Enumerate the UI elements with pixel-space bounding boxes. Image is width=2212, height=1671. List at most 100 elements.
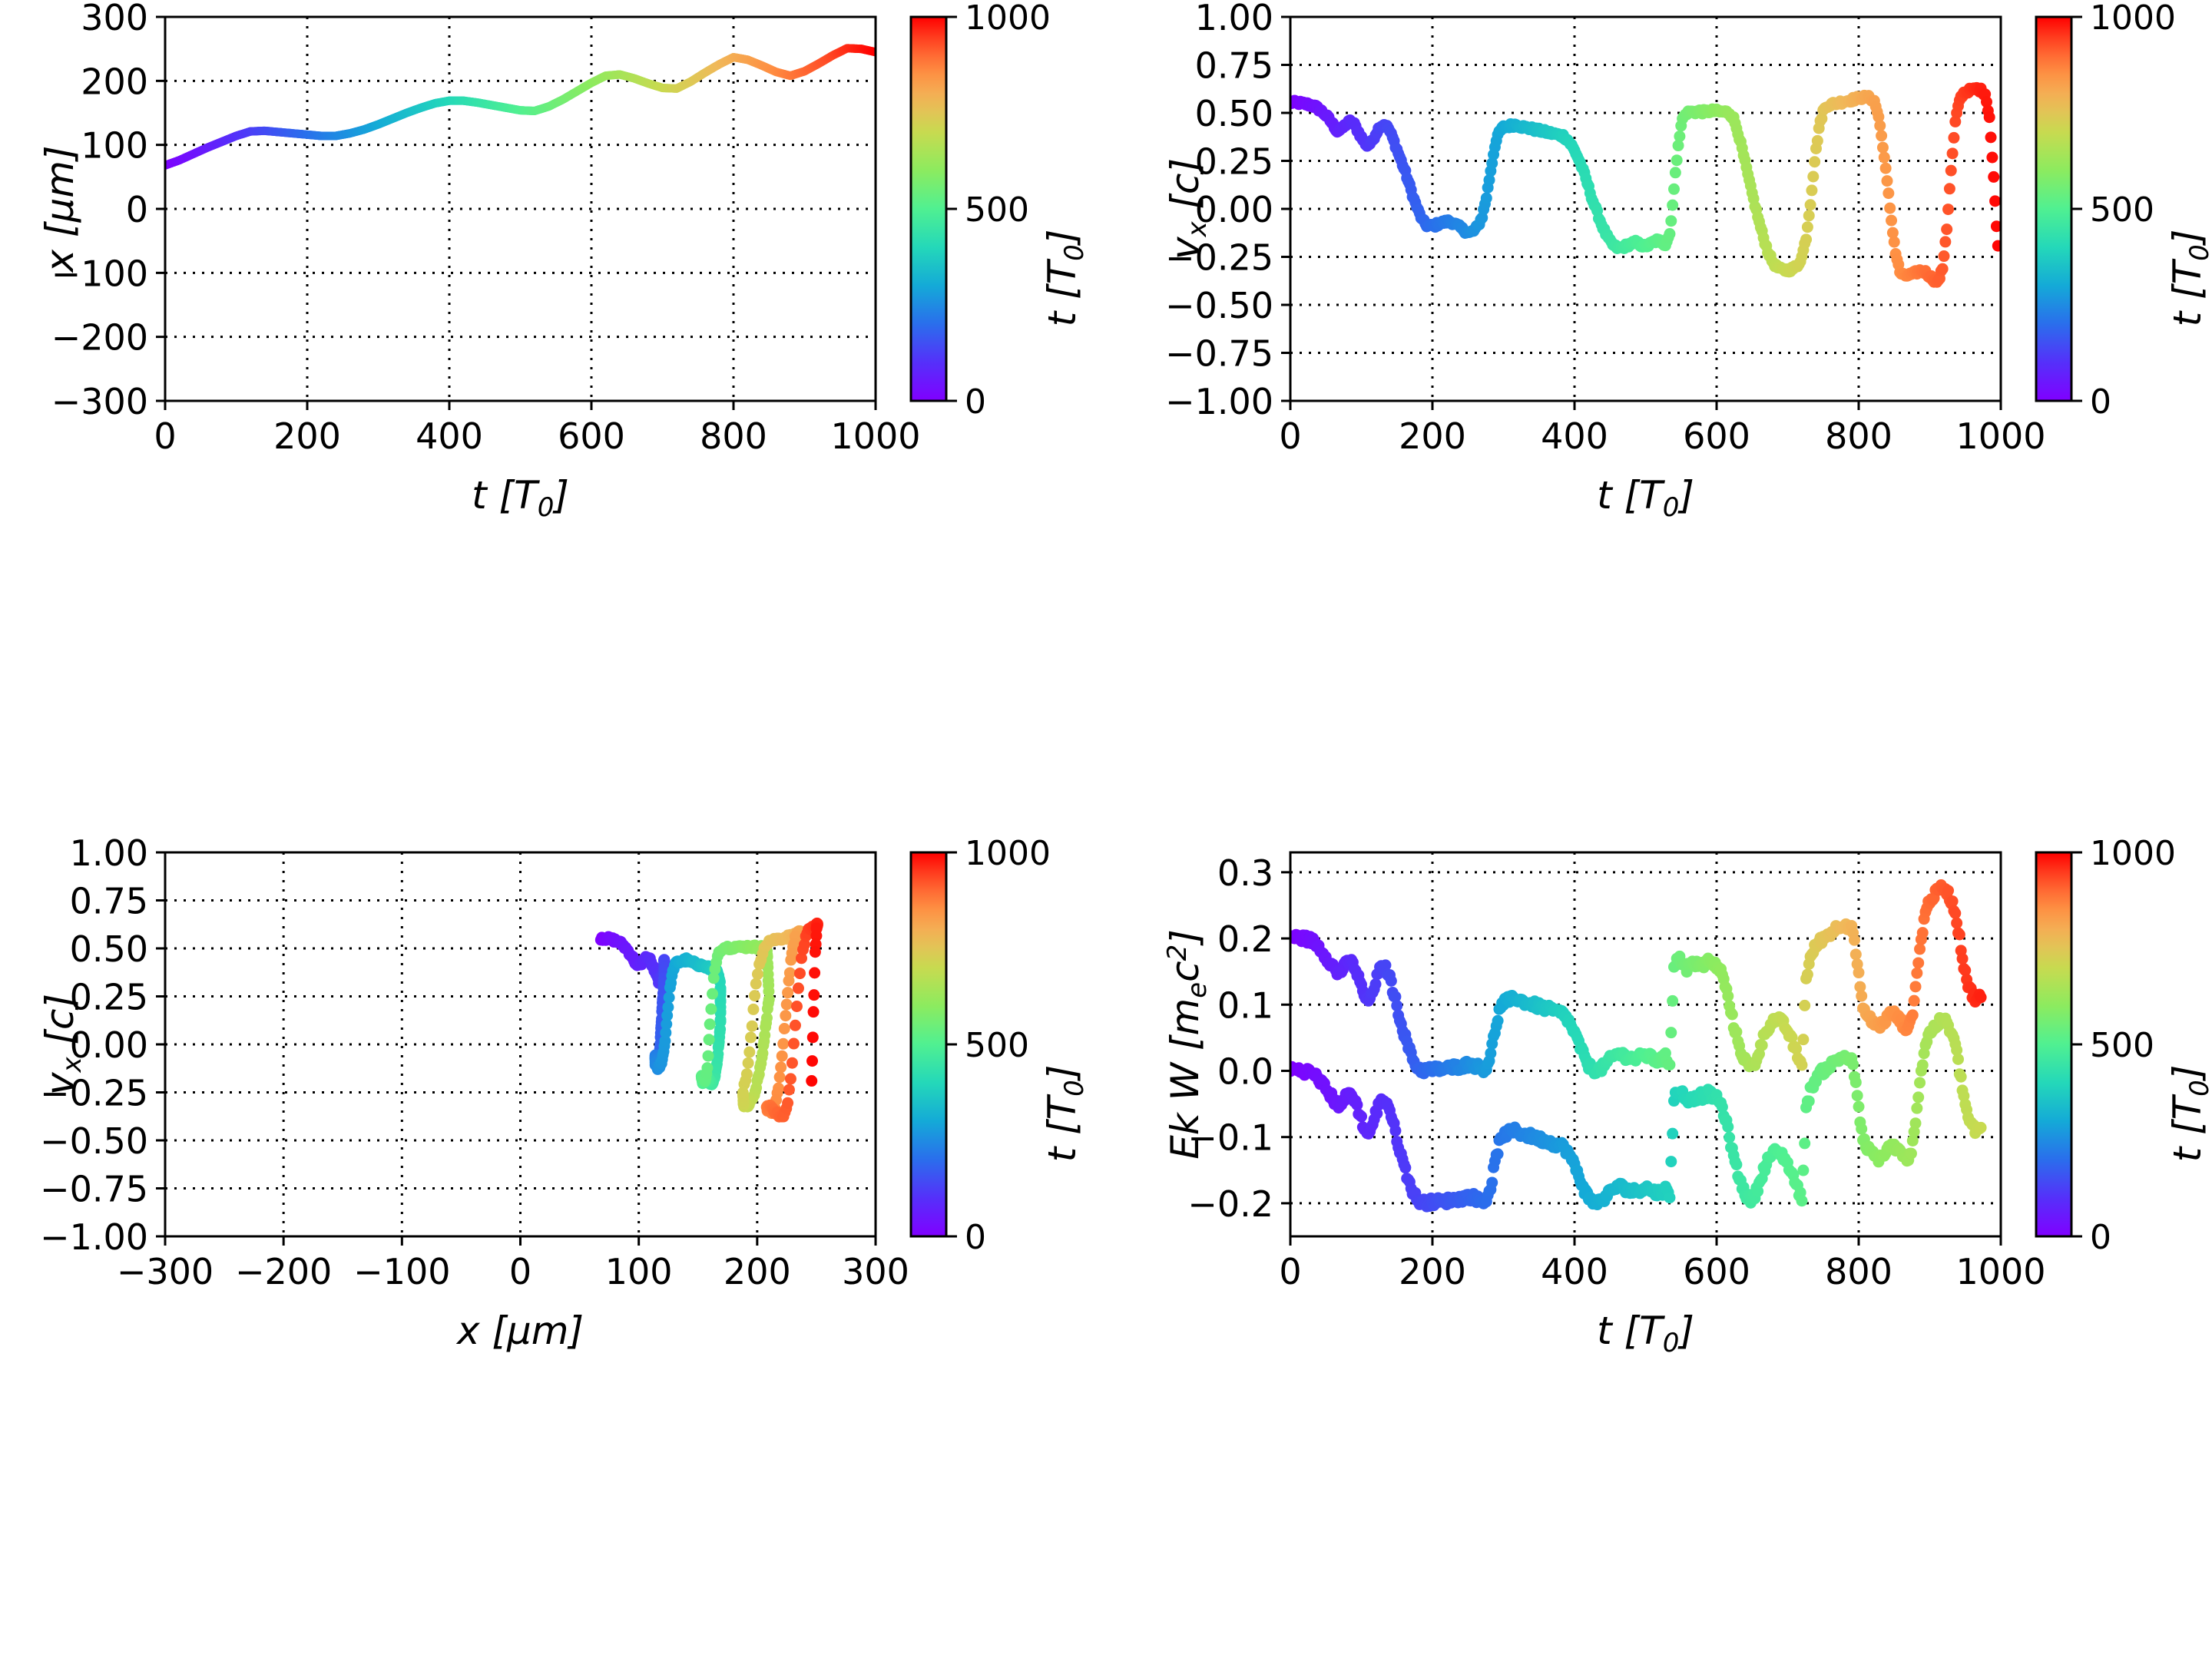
data-point-lower [1955, 1070, 1967, 1083]
y-tick-label: −300 [51, 381, 148, 422]
x-tick-label: 400 [1541, 1251, 1608, 1292]
panel-top-right: 0 200 400 600 800 1000 −1.00 −0.75 −0.50 −0.25 0.0… [1106, 0, 2212, 836]
data-point [1989, 195, 2001, 207]
data-point [776, 1050, 788, 1062]
data-point-upper [1908, 994, 1920, 1007]
tick-labels: −300 −200 −100 0 100 200 300 −1.00 −0.75 −0.50 −0.… [40, 832, 909, 1292]
y-tick-label: −100 [51, 253, 148, 294]
data-point-lower [1797, 1164, 1810, 1176]
x-tick-label: 1000 [1955, 415, 2045, 457]
data-point [742, 1057, 754, 1069]
data-point-lower [1486, 1176, 1498, 1189]
data-point-lower [1356, 1110, 1367, 1123]
x-axis-label: t [T0] [1597, 1309, 1694, 1358]
data-point-lower [1911, 1102, 1923, 1114]
data-point [1983, 111, 1995, 124]
y-tick-label: 0.3 [1217, 852, 1273, 894]
x-tick-label: −100 [353, 1251, 450, 1292]
data-point [1873, 111, 1885, 123]
colorbar-tick-label: 1000 [965, 0, 1051, 38]
data-point [707, 988, 719, 1000]
data-point [1981, 96, 1992, 108]
svg-text:t [T0]: t [T0] [2165, 230, 2212, 327]
data-point-lower [1847, 1058, 1859, 1070]
data-point-lower [1952, 1053, 1964, 1065]
data-point [1669, 167, 1681, 179]
data-point [1941, 223, 1953, 236]
data-point-lower [1799, 1137, 1811, 1150]
data-point-lower [1909, 1117, 1922, 1130]
y-tick-label: 0 [126, 189, 148, 230]
y-tick-label: 0.00 [70, 1024, 148, 1066]
data-point [808, 989, 820, 1001]
data-point [1985, 131, 1997, 144]
y-tick-label: 1.00 [70, 832, 148, 874]
data-point-upper [1946, 895, 1959, 908]
x-tick-label: 200 [724, 1251, 791, 1292]
x-tick-label: 600 [558, 415, 625, 457]
data-point [810, 930, 823, 942]
y-tick-label: 0.25 [1195, 141, 1273, 183]
data-point [745, 1031, 757, 1044]
data-point-lower [1975, 1121, 1987, 1133]
data-point-upper [1911, 967, 1923, 979]
data-point [806, 1075, 818, 1087]
data-point-lower [1371, 1107, 1383, 1120]
data-point [1938, 250, 1950, 263]
data-point [1886, 227, 1899, 239]
x-tick-label: 200 [1399, 415, 1466, 457]
x-tick-label: 0 [1279, 415, 1301, 457]
data-point [659, 1035, 671, 1047]
data-point [702, 1050, 714, 1062]
data-point-lower [1905, 1147, 1917, 1160]
data-point [1988, 170, 2000, 183]
svg-text:t [T0]: t [T0] [2165, 1065, 2212, 1163]
data-point-lower [1906, 1134, 1919, 1147]
data-point [775, 1061, 787, 1074]
data-point [1992, 240, 2001, 252]
data-point [1807, 170, 1820, 183]
panel-bottom-left: −300 −200 −100 0 100 200 300 −1.00 −0.75 −0.50 −0.… [0, 832, 1106, 1671]
data-point-upper [1492, 1014, 1504, 1027]
svg-text:t [T0]: t [T0] [1040, 1065, 1090, 1163]
y-tick-label: −0.50 [40, 1120, 148, 1162]
x-tick-label: 800 [700, 415, 767, 457]
data-point [1804, 199, 1816, 211]
data-point [1946, 147, 1959, 160]
data-point-upper [1722, 990, 1734, 1002]
data-point [780, 998, 793, 1011]
data-point-upper [1797, 1034, 1810, 1046]
data-point-upper [1726, 1008, 1738, 1021]
y-tick-label: 100 [81, 125, 148, 167]
data-point-lower [1752, 1185, 1764, 1197]
data-point [1480, 192, 1492, 204]
data-point [660, 1027, 672, 1039]
data-point [737, 1087, 749, 1099]
data-point [1811, 134, 1823, 147]
data-point-lower [1389, 1124, 1402, 1137]
y-axis-label: vx [c] [1163, 158, 1213, 260]
colorbar-tick-label: 500 [2090, 190, 2154, 230]
data-point [778, 1023, 790, 1035]
data-point-upper [1664, 1059, 1676, 1071]
colorbar-label: t [T0] [2165, 1065, 2212, 1163]
data-point [785, 954, 797, 966]
data-point [747, 1003, 760, 1015]
data-point [806, 1055, 819, 1067]
data-point [1876, 141, 1889, 154]
data-point-upper [1665, 1027, 1677, 1039]
svg-text:x [μm]: x [μm] [38, 145, 82, 273]
colorbar-tick-label: 1000 [965, 834, 1051, 873]
data-point [1879, 162, 1892, 174]
data-point-upper [1379, 959, 1392, 971]
data-point [1806, 184, 1818, 197]
colorbar-label: t [T0] [2165, 230, 2212, 327]
axes-frame [1289, 851, 2002, 1238]
data-point-lower [1908, 1126, 1920, 1138]
colorbar-gradient [909, 851, 948, 1238]
data-point [761, 1003, 773, 1015]
data-point [707, 972, 720, 984]
panel-bottom-right: 0 200 400 600 800 1000 −0.2 −0.1 0.0 0.1 0.2 0.3 t [… [1106, 834, 2212, 1671]
data-point [783, 974, 795, 987]
